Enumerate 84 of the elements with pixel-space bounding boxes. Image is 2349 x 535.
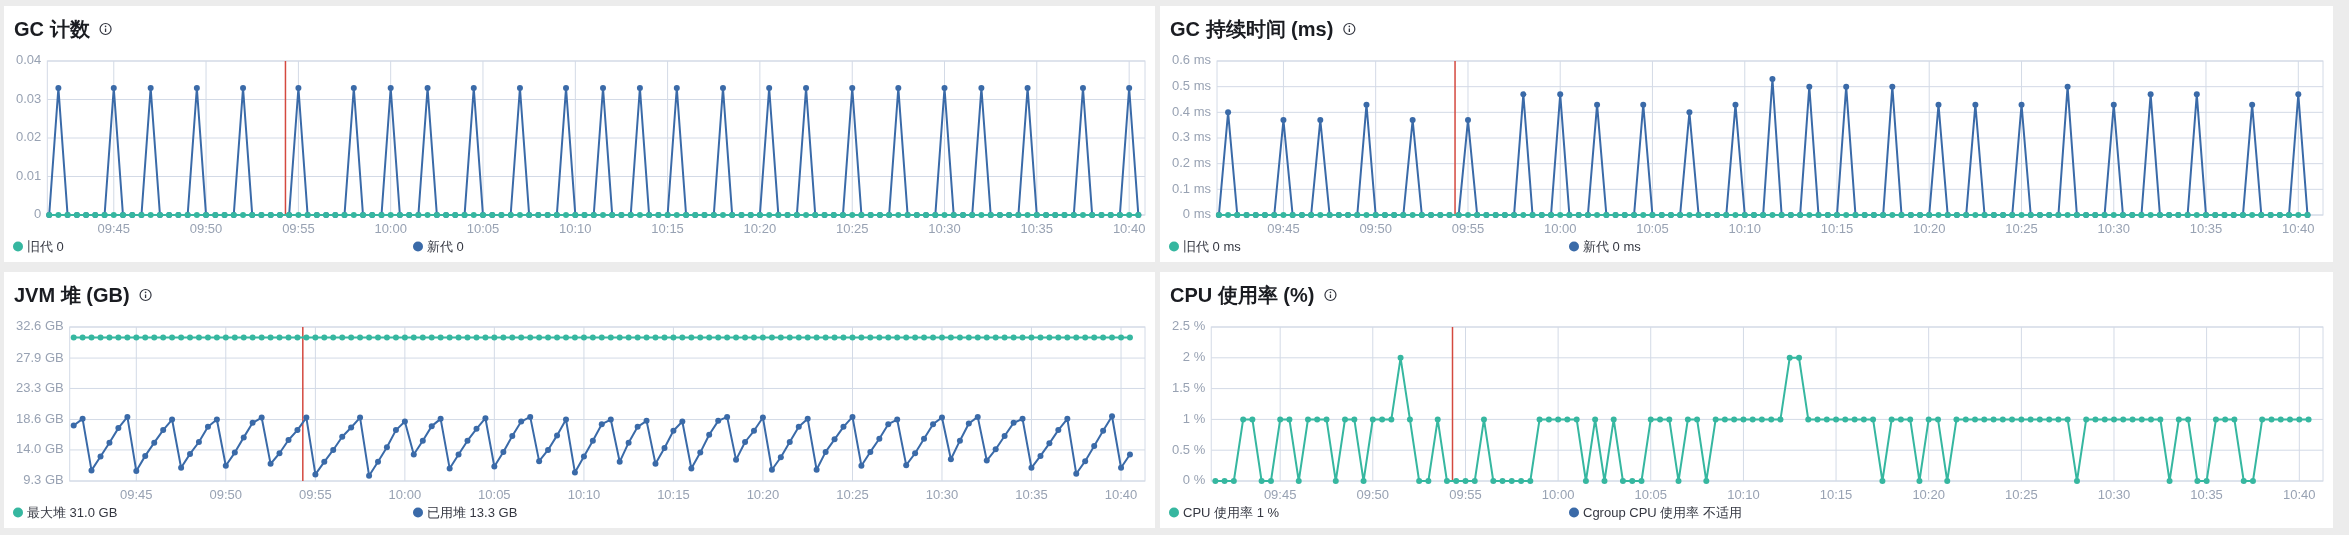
x-tick-label: 10:00 xyxy=(1543,221,1577,236)
y-tick-label: 32.6 GB xyxy=(16,318,64,334)
x-tick-label: 09:50 xyxy=(1359,221,1392,236)
x-tick-label: 10:35 xyxy=(1020,221,1054,236)
x-tick-label: 10:35 xyxy=(1015,487,1048,502)
x-tick-label: 10:10 xyxy=(1727,487,1760,502)
x-tick-label: 10:40 xyxy=(2282,221,2315,236)
x-tick-label: 10:25 xyxy=(836,487,869,502)
x-tick-label: 10:00 xyxy=(1541,487,1575,502)
chart-title: CPU 使用率 (%) xyxy=(1170,284,1315,306)
x-tick-label: 10:05 xyxy=(1636,221,1669,236)
y-tick-label: 0.5 ms xyxy=(1172,78,1212,94)
x-tick-label: 10:40 xyxy=(1104,487,1138,502)
y-tick-label: 18.6 GB xyxy=(16,410,64,426)
x-tick-label: 10:20 xyxy=(1912,487,1945,502)
x-tick-label: 10:15 xyxy=(651,221,684,236)
x-tick-label: 09:55 xyxy=(299,487,332,502)
legend-label: 旧代 0 xyxy=(27,239,64,254)
y-tick-label: 0.5 % xyxy=(1172,441,1206,457)
y-tick-label: 0 xyxy=(34,206,42,222)
y-tick-label: 0.03 xyxy=(16,90,42,106)
chart-title: GC 持续时间 (ms) xyxy=(1170,18,1334,40)
x-tick-label: 10:20 xyxy=(1912,221,1946,236)
x-tick-label: 09:50 xyxy=(209,487,243,502)
chart-title: GC 计数 xyxy=(14,18,91,40)
x-tick-label: 09:50 xyxy=(189,221,223,236)
y-tick-label: 1.5 % xyxy=(1172,380,1206,396)
x-tick-label: 10:30 xyxy=(2097,221,2131,236)
y-tick-label: 14.0 GB xyxy=(16,441,64,457)
y-tick-label: 0.6 ms xyxy=(1172,52,1212,68)
legend-label: 最大堆 31.0 GB xyxy=(27,505,118,520)
x-tick-label: 10:25 xyxy=(835,221,869,236)
x-tick-label: 09:55 xyxy=(1451,221,1485,236)
legend-label: CPU 使用率 1 % xyxy=(1183,505,1280,520)
x-tick-label: 10:20 xyxy=(746,487,780,502)
x-tick-label: 10:15 xyxy=(1820,221,1854,236)
x-tick-label: 10:05 xyxy=(466,221,500,236)
x-tick-label: 09:45 xyxy=(1263,487,1297,502)
x-tick-label: 10:25 xyxy=(2005,487,2038,502)
x-tick-label: 10:35 xyxy=(2189,221,2223,236)
x-tick-label: 10:10 xyxy=(567,487,601,502)
y-tick-label: 27.9 GB xyxy=(16,349,64,365)
x-tick-label: 09:45 xyxy=(1267,221,1300,236)
x-tick-label: 10:05 xyxy=(1634,487,1667,502)
x-tick-label: 10:10 xyxy=(559,221,592,236)
x-tick-label: 10:15 xyxy=(1819,487,1853,502)
x-tick-label: 10:15 xyxy=(657,487,690,502)
y-tick-label: 1 % xyxy=(1182,410,1206,426)
legend-label: 新代 0 ms xyxy=(1583,239,1642,254)
x-tick-label: 09:45 xyxy=(97,221,131,236)
y-tick-label: 2.5 % xyxy=(1172,318,1206,334)
y-tick-label: 0.02 xyxy=(16,129,42,145)
y-tick-label: 2 % xyxy=(1182,349,1206,365)
x-tick-label: 10:20 xyxy=(743,221,777,236)
x-tick-label: 10:35 xyxy=(2190,487,2223,502)
x-tick-label: 10:10 xyxy=(1728,221,1762,236)
legend-label: 旧代 0 ms xyxy=(1183,239,1242,254)
x-tick-label: 10:30 xyxy=(928,221,961,236)
legend-label: 已用堆 13.3 GB xyxy=(427,505,518,520)
x-tick-label: 10:25 xyxy=(2005,221,2038,236)
y-tick-label: 0.04 xyxy=(16,52,42,68)
legend-label: 新代 0 xyxy=(427,239,464,254)
y-tick-label: 0.2 ms xyxy=(1172,155,1212,171)
y-tick-label: 0.1 ms xyxy=(1172,180,1212,196)
y-tick-label: 9.3 GB xyxy=(23,472,64,488)
x-tick-label: 10:40 xyxy=(2283,487,2316,502)
y-tick-label: 0 % xyxy=(1182,472,1206,488)
y-tick-label: 0.3 ms xyxy=(1172,129,1212,145)
x-tick-label: 10:40 xyxy=(1112,221,1146,236)
y-tick-label: 0 ms xyxy=(1182,206,1212,222)
y-tick-label: 0.4 ms xyxy=(1172,103,1212,119)
y-tick-label: 23.3 GB xyxy=(16,379,64,395)
x-tick-label: 09:55 xyxy=(282,221,315,236)
x-tick-label: 10:00 xyxy=(388,487,422,502)
x-tick-label: 10:30 xyxy=(2097,487,2131,502)
x-tick-label: 09:50 xyxy=(1356,487,1390,502)
x-tick-label: 10:05 xyxy=(478,487,511,502)
y-tick-label: 0.01 xyxy=(16,167,42,183)
x-tick-label: 09:45 xyxy=(120,487,153,502)
chart-title: JVM 堆 (GB) xyxy=(14,284,130,306)
legend-label: Cgroup CPU 使用率 不适用 xyxy=(1583,505,1742,520)
x-tick-label: 09:55 xyxy=(1449,487,1482,502)
x-tick-label: 10:00 xyxy=(374,221,407,236)
x-tick-label: 10:30 xyxy=(925,487,959,502)
